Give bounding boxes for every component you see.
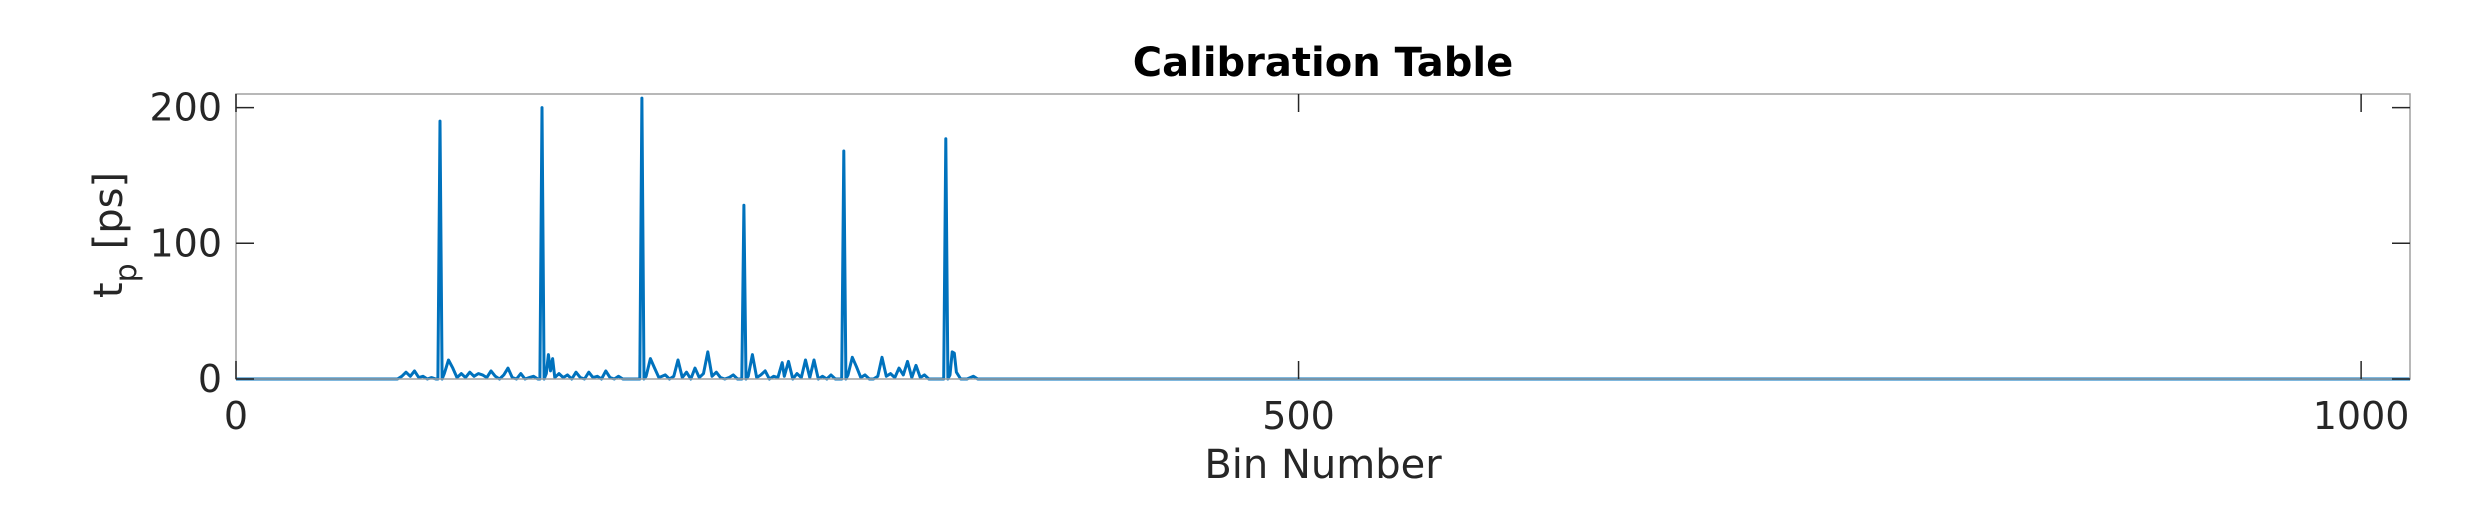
y-tick-label-1: 100 <box>149 221 222 265</box>
plot-area: 0 500 1000 0 100 200 <box>149 86 2411 438</box>
y-tick-label-0: 0 <box>198 357 222 401</box>
svg-text:tp[ps]: tp [ps] <box>86 172 144 298</box>
y-axis-label-subscript: p <box>109 263 144 282</box>
y-axis-label-unit: [ps] <box>86 172 132 249</box>
axes-box <box>235 93 2411 380</box>
y-axis-label-symbol: t <box>86 282 132 298</box>
x-tick-label-1: 500 <box>1262 394 1335 438</box>
x-tick-label-2: 1000 <box>2313 394 2410 438</box>
y-axis-label: tp [ps] <box>86 172 144 298</box>
x-tick-label-0: 0 <box>224 394 248 438</box>
chart-title: Calibration Table <box>1133 40 1513 86</box>
series-line-0 <box>236 96 2410 381</box>
y-tick-label-2: 200 <box>149 86 222 130</box>
x-axis-label: Bin Number <box>1204 442 1442 488</box>
